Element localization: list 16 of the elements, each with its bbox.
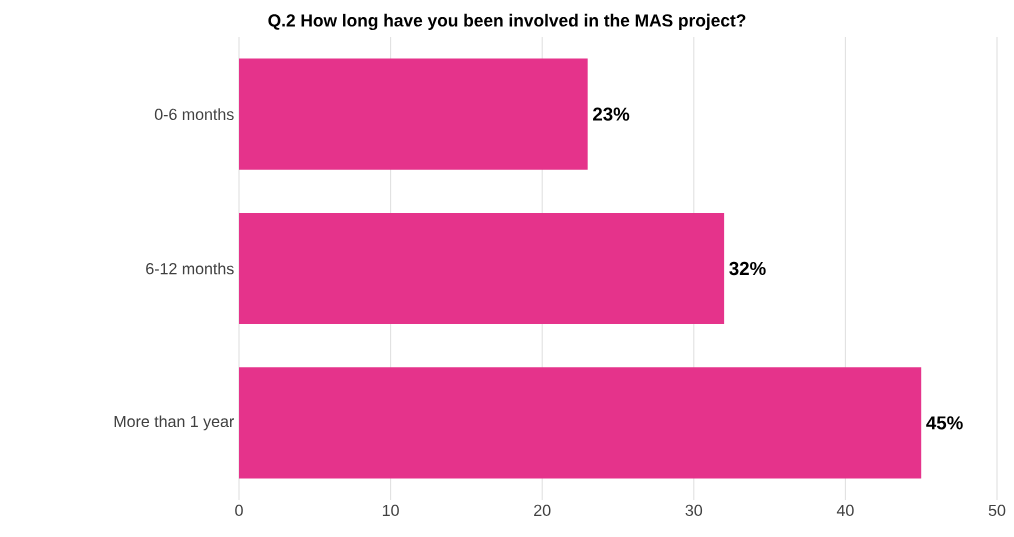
bar	[239, 367, 922, 479]
data-label: 23%	[593, 107, 630, 121]
x-tick-label: 20	[534, 504, 551, 517]
x-tick-label: 50	[988, 504, 1006, 517]
chart-title: Q.2 How long have you been involved in the MAS project?	[268, 13, 746, 31]
x-tick-label: 10	[382, 504, 399, 517]
bar	[239, 58, 588, 170]
data-label: 45%	[926, 416, 963, 430]
y-tick-label: More than 1 year	[114, 415, 234, 431]
x-tick-label: 0	[235, 504, 243, 517]
bar	[239, 212, 725, 325]
y-tick-label: 0-6 months	[154, 108, 234, 121]
y-tick-label: 6-12 months	[146, 262, 234, 275]
x-tick-label: 30	[685, 504, 703, 517]
data-label: 32%	[729, 261, 766, 276]
x-tick-label: 40	[836, 504, 854, 517]
